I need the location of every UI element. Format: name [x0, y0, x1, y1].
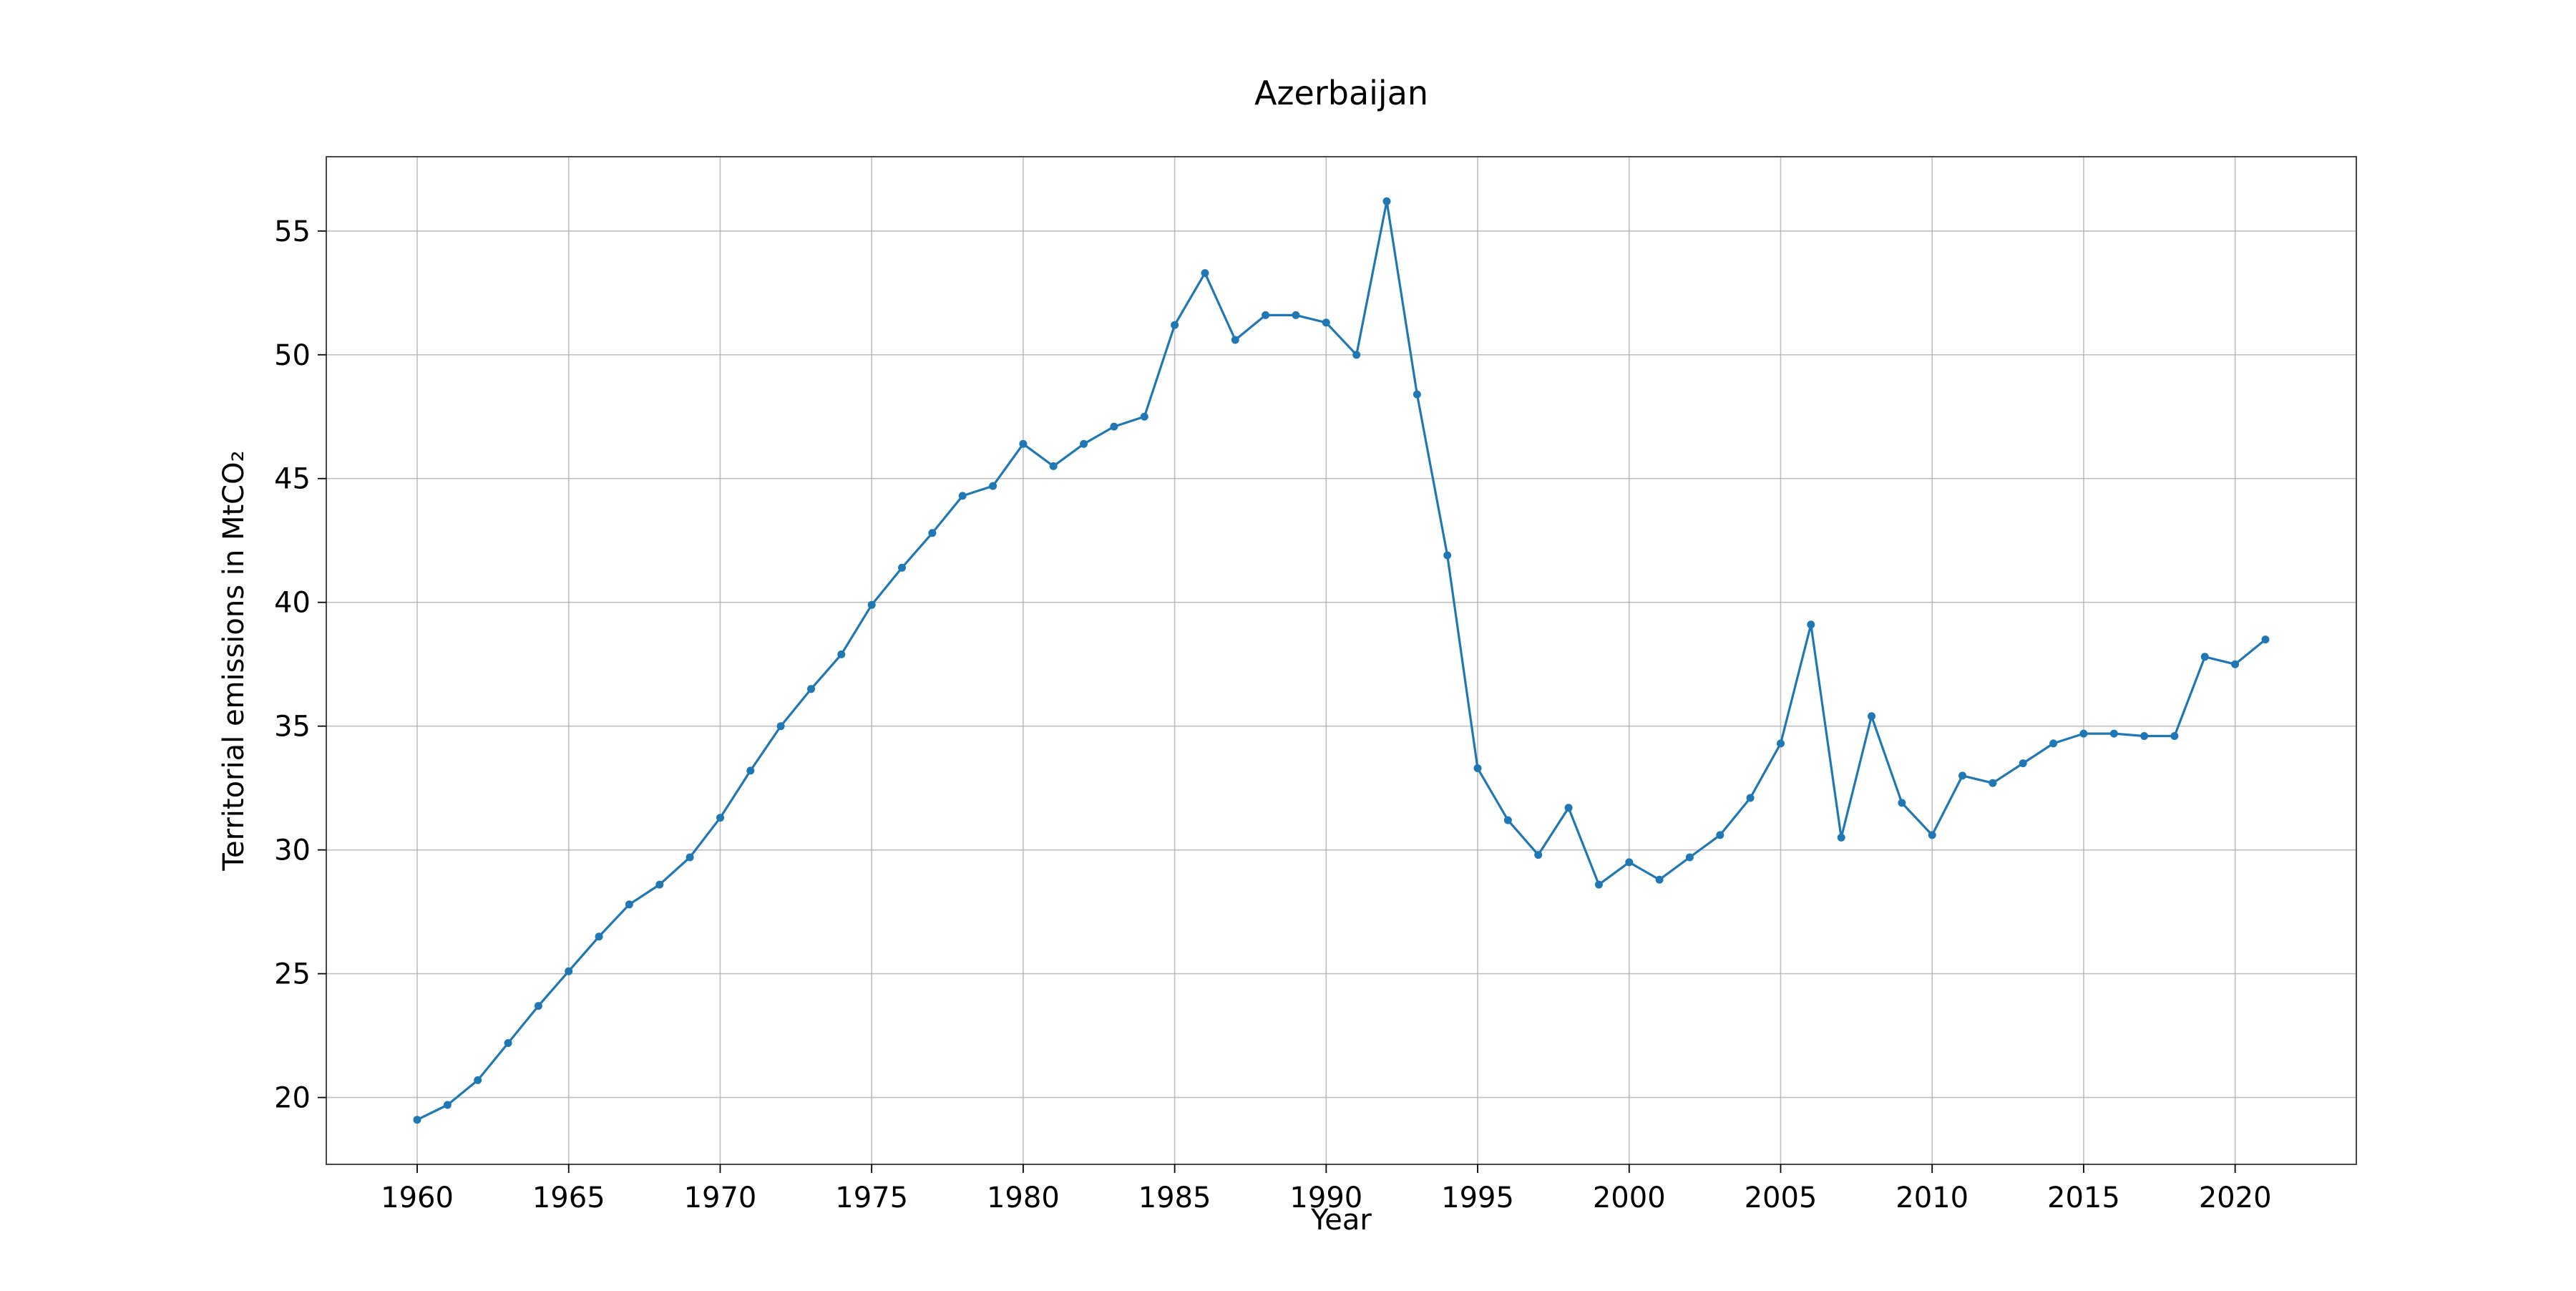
data-point	[2079, 729, 2088, 738]
data-point	[534, 1002, 542, 1010]
data-point	[1080, 439, 1088, 448]
data-point	[1958, 771, 1966, 780]
x-tick-label: 1980	[987, 1182, 1060, 1214]
data-point	[474, 1076, 482, 1084]
data-point	[1049, 462, 1058, 470]
data-point	[716, 814, 724, 822]
series	[413, 197, 2270, 1124]
data-point	[1716, 831, 1724, 839]
x-tick-label: 1995	[1441, 1182, 1514, 1214]
data-point	[1534, 851, 1543, 859]
data-point	[928, 529, 937, 537]
data-point	[504, 1039, 512, 1047]
data-point	[625, 900, 633, 909]
data-point	[2170, 732, 2179, 740]
y-axis-label: Territorial emissions in MtCO₂	[218, 450, 250, 871]
x-axis-label: Year	[1310, 1204, 1372, 1237]
data-point	[1231, 336, 1239, 344]
data-point	[1746, 794, 1755, 802]
y-tick-label: 55	[274, 215, 311, 248]
data-point	[2049, 739, 2058, 748]
data-point	[776, 722, 785, 731]
data-point	[1019, 439, 1028, 448]
data-point	[595, 932, 603, 941]
data-point	[1140, 412, 1148, 421]
data-point	[1171, 321, 1179, 329]
x-tick-label: 1975	[835, 1182, 908, 1214]
data-point	[1382, 197, 1391, 205]
data-point	[1262, 311, 1270, 319]
y-tick-label: 35	[274, 711, 311, 744]
data-point	[1292, 311, 1300, 319]
axis-ticks: 1960 1965 1970 1975 1980 1985 1990 1995 2000 2005…	[274, 215, 2271, 1214]
y-tick-label: 25	[274, 958, 311, 991]
data-point	[1928, 831, 1936, 839]
data-point	[2019, 759, 2027, 768]
data-point	[1685, 853, 1694, 862]
data-point	[2140, 732, 2149, 740]
y-tick-label: 40	[274, 587, 311, 620]
y-tick-label: 50	[274, 339, 311, 372]
x-tick-label: 2010	[1896, 1182, 1968, 1214]
data-point	[1322, 318, 1330, 327]
data-point	[958, 492, 967, 500]
plot-area-frame	[326, 156, 2357, 1165]
data-point	[1777, 739, 1785, 748]
data-point	[2109, 729, 2118, 738]
data-point	[2261, 635, 2270, 644]
data-point	[413, 1116, 421, 1124]
data-point	[443, 1101, 452, 1109]
data-point	[1413, 390, 1421, 399]
data-point	[2200, 653, 2209, 661]
data-point	[837, 650, 846, 658]
x-tick-label: 1965	[532, 1182, 605, 1214]
data-point	[1625, 858, 1634, 867]
data-point	[807, 685, 815, 693]
data-point	[746, 766, 755, 775]
data-point	[1655, 875, 1664, 884]
x-tick-label: 1970	[684, 1182, 757, 1214]
x-tick-label: 1985	[1138, 1182, 1211, 1214]
x-tick-label: 1960	[381, 1182, 454, 1214]
data-point	[1352, 351, 1361, 359]
x-tick-label: 1990	[1289, 1182, 1362, 1214]
data-point	[1503, 816, 1512, 824]
data-point	[655, 880, 664, 889]
data-point	[2231, 660, 2240, 668]
y-tick-label: 30	[274, 834, 311, 867]
data-point	[686, 853, 694, 862]
y-tick-label: 20	[274, 1082, 311, 1115]
data-point	[898, 563, 906, 572]
x-tick-label: 2005	[1745, 1182, 1818, 1214]
data-point	[565, 967, 573, 975]
x-tick-label: 2015	[2047, 1182, 2120, 1214]
x-tick-label: 2000	[1593, 1182, 1666, 1214]
series-line	[416, 200, 2267, 1121]
data-point	[1443, 551, 1452, 560]
data-point	[989, 482, 997, 490]
data-point	[1989, 779, 1997, 787]
data-point	[1868, 712, 1875, 721]
data-point	[1807, 620, 1815, 629]
data-point	[1564, 804, 1573, 812]
data-point	[1898, 799, 1906, 807]
data-point	[1110, 422, 1118, 431]
chart-title: Azerbaijan	[1254, 74, 1428, 112]
data-point	[867, 600, 876, 609]
data-point	[1837, 833, 1845, 842]
x-tick-label: 2020	[2199, 1182, 2272, 1214]
data-point	[1201, 269, 1209, 278]
data-point	[1473, 764, 1482, 772]
data-point	[1594, 880, 1603, 889]
y-tick-label: 45	[274, 463, 311, 496]
